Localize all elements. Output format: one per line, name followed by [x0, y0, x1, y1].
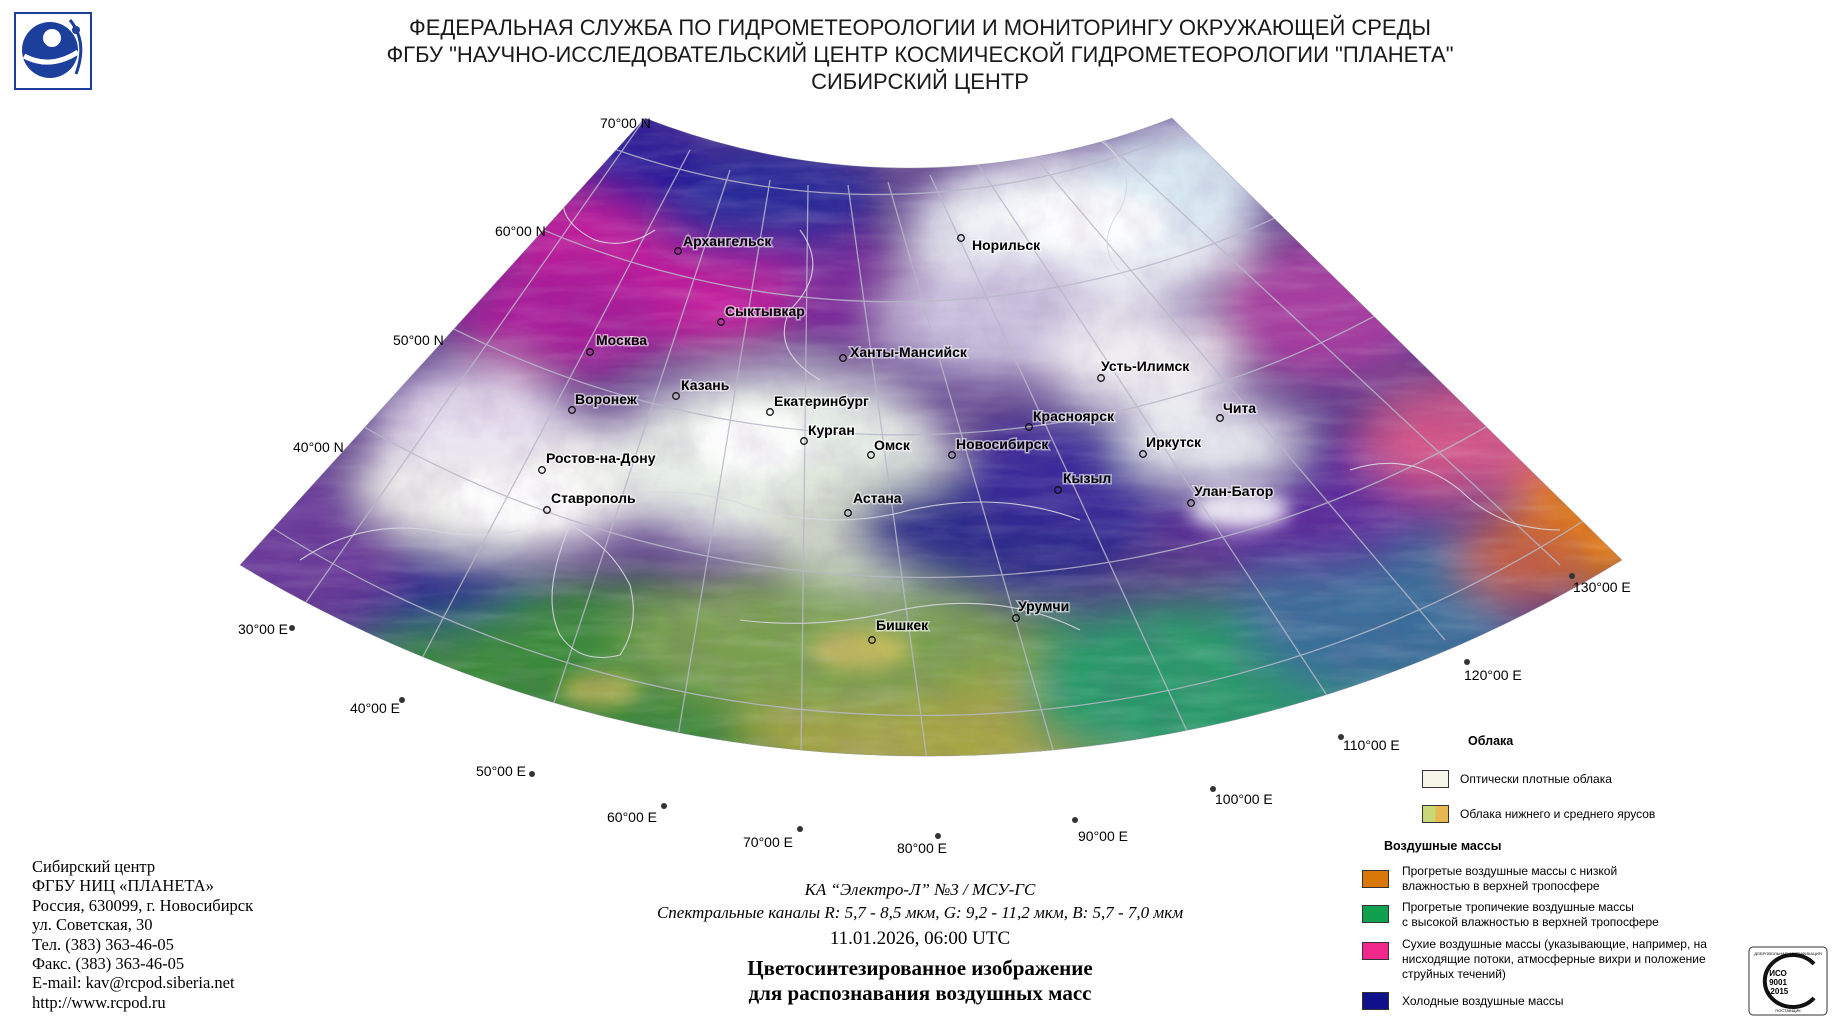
product-title-line-1: Цветосинтезированное изображение — [747, 956, 1093, 980]
legend-clouds-heading: Облака — [1468, 734, 1514, 748]
lon-label-110: 110°00 E — [1343, 737, 1400, 753]
city-label-yekaterinburg: Екатеринбург — [774, 393, 869, 409]
lat-label-70: 70°00 N — [600, 115, 651, 131]
legend-label-tropical-moist-line-1: Прогретые тропичекие воздушные массы — [1402, 900, 1634, 914]
city-label-ulan-bator: Улан-Батор — [1194, 483, 1273, 499]
org-line-3: Россия, 630099, г. Новосибирск — [32, 895, 254, 915]
legend-swatch-dry-airmass — [1362, 942, 1389, 960]
legend-swatch-tropical-moist — [1362, 905, 1389, 923]
city-markers — [538, 234, 1224, 644]
legend-label-warm-dry-line-1: Прогретые воздушные массы с низкой — [1402, 864, 1618, 878]
legend-swatch-dense-clouds — [1422, 770, 1449, 788]
longitude-markers — [289, 573, 1575, 839]
city-label-stavropol: Ставрополь — [551, 490, 636, 506]
planeta-logo — [14, 12, 92, 90]
city-label-khanty-mansiysk: Ханты-Мансийск — [850, 344, 968, 360]
legend-label-warm-dry-line-2: влажностью в верхней тропосфере — [1402, 879, 1600, 893]
city-label-krasnoyarsk: Красноярск — [1033, 408, 1115, 424]
iso-text-2: 9001 — [1769, 978, 1787, 987]
city-label-irkutsk: Иркутск — [1146, 434, 1202, 450]
lon-label-80: 80°00 E — [897, 840, 947, 856]
city-label-bishkek: Бишкек — [876, 617, 929, 633]
city-label-ust-ilimsk: Усть-Илимск — [1101, 358, 1190, 374]
header: ФЕДЕРАЛЬНАЯ СЛУЖБА ПО ГИДРОМЕТЕОРОЛОГИИ … — [200, 14, 1640, 95]
iso-text-3: -2015 — [1768, 987, 1789, 996]
legend-label-warm-dry: Прогретые воздушные массы с низкой влажн… — [1402, 864, 1617, 894]
iso-certification-badge: ИСО 9001 -2015 ДОБРОВОЛЬНАЯ СЕРТИФИКАЦИЯ… — [1748, 946, 1828, 1016]
city-label-syktyvkar: Сыктывкар — [725, 303, 805, 319]
org-phone: Тел. (383) 363-46-05 — [32, 934, 174, 954]
satellite-name: КА “Электро-Л” №3 / МСУ-ГС — [804, 880, 1036, 899]
city-label-voronezh: Воронеж — [575, 391, 638, 407]
legend-label-low-mid-clouds: Облака нижнего и среднего ярусов — [1460, 807, 1656, 821]
legend-label-dry-airmass-line-2: нисходящие потоки, атмосферные вихри и п… — [1402, 952, 1706, 966]
city-label-norilsk: Норильск — [972, 237, 1041, 253]
org-fax: Факс. (383) 363-46-05 — [32, 954, 185, 974]
coastlines — [299, 139, 1561, 659]
city-label-arkhangelsk: Архангельск — [683, 233, 772, 249]
lat-label-40: 40°00 N — [293, 439, 344, 455]
city-label-astana: Астана — [853, 490, 902, 506]
city-label-moscow: Москва — [596, 332, 647, 348]
city-label-chita: Чита — [1223, 400, 1256, 416]
lon-label-100: 100°00 E — [1215, 791, 1273, 807]
org-line-2: ФГБУ НИЦ «ПЛАНЕТА» — [32, 876, 214, 896]
lon-label-90: 90°00 E — [1078, 828, 1128, 844]
lon-label-50: 50°00 E — [476, 763, 526, 779]
legend-label-dry-airmass-line-1: Сухие воздушные массы (указывающие, напр… — [1402, 937, 1707, 951]
lon-label-30: 30°00 E — [238, 621, 288, 637]
legend-label-cold-airmass: Холодные воздушные массы — [1402, 994, 1564, 1008]
city-label-urumqi: Урумчи — [1018, 598, 1069, 614]
lon-label-120: 120°00 E — [1464, 667, 1522, 683]
city-label-kazan: Казань — [681, 377, 730, 393]
org-line-1: Сибирский центр — [32, 857, 156, 876]
legend-label-dense-clouds: Оптически плотные облака — [1460, 772, 1612, 786]
lon-label-130: 130°00 E — [1573, 579, 1631, 595]
city-label-omsk: Омск — [874, 437, 911, 453]
legend-label-tropical-moist: Прогретые тропичекие воздушные массы с в… — [1402, 900, 1659, 930]
org-email: E-mail: kav@rcpod.siberia.net — [32, 973, 235, 993]
lon-label-60: 60°00 E — [607, 809, 657, 825]
legend-label-dry-airmass-line-3: струйных течений) — [1402, 967, 1506, 981]
graticule — [240, 118, 1622, 757]
legend-airmass-heading: Воздушные массы — [1384, 839, 1502, 853]
header-line-3: СИБИРСКИЙ ЦЕНТР — [811, 69, 1029, 94]
header-line-2: ФГБУ "НАУЧНО-ИССЛЕДОВАТЕЛЬСКИЙ ЦЕНТР КОС… — [386, 42, 1454, 67]
city-label-kyzyl: Кызыл — [1063, 470, 1111, 486]
legend-swatch-low-mid-clouds — [1422, 805, 1449, 823]
legend-label-dry-airmass: Сухие воздушные массы (указывающие, напр… — [1402, 937, 1707, 982]
iso-text-1: ИСО — [1769, 969, 1787, 978]
lat-label-60: 60°00 N — [495, 223, 546, 239]
lat-label-50: 50°00 N — [393, 332, 444, 348]
image-datetime: 11.01.2026, 06:00 UTC — [829, 928, 1011, 949]
lon-label-70: 70°00 E — [743, 834, 793, 850]
legend-label-tropical-moist-line-2: с высокой влажностью в верхней тропосфер… — [1402, 915, 1659, 929]
iso-ring-bottom: ПОСТАВЩИК — [1775, 1008, 1801, 1013]
header-line-1: ФЕДЕРАЛЬНАЯ СЛУЖБА ПО ГИДРОМЕТЕОРОЛОГИИ … — [409, 15, 1431, 40]
org-line-4: ул. Советская, 30 — [32, 915, 153, 935]
iso-ring-top: ДОБРОВОЛЬНАЯ СЕРТИФИКАЦИЯ — [1754, 951, 1822, 956]
legend-swatch-warm-dry — [1362, 870, 1389, 888]
city-label-kurgan: Курган — [808, 422, 855, 438]
product-title-line-2: для распознавания воздушных масс — [748, 981, 1092, 1005]
image-caption: КА “Электро-Л” №3 / МСУ-ГС Спектральные … — [560, 878, 1280, 1006]
org-contact-block: Сибирский центр ФГБУ НИЦ «ПЛАНЕТА» Росси… — [32, 857, 253, 1012]
lon-label-40: 40°00 E — [350, 700, 400, 716]
org-website: http://www.rcpod.ru — [32, 992, 166, 1012]
city-label-novosibirsk: Новосибирск — [956, 436, 1049, 452]
legend: Облака Оптически плотные облака Облака н… — [1350, 730, 1750, 1020]
legend-swatch-cold-airmass — [1362, 992, 1389, 1010]
spectral-channels: Спектральные каналы R: 5,7 - 8,5 мкм, G:… — [656, 903, 1184, 922]
city-label-rostov-na-donu: Ростов-на-Дону — [546, 450, 656, 466]
